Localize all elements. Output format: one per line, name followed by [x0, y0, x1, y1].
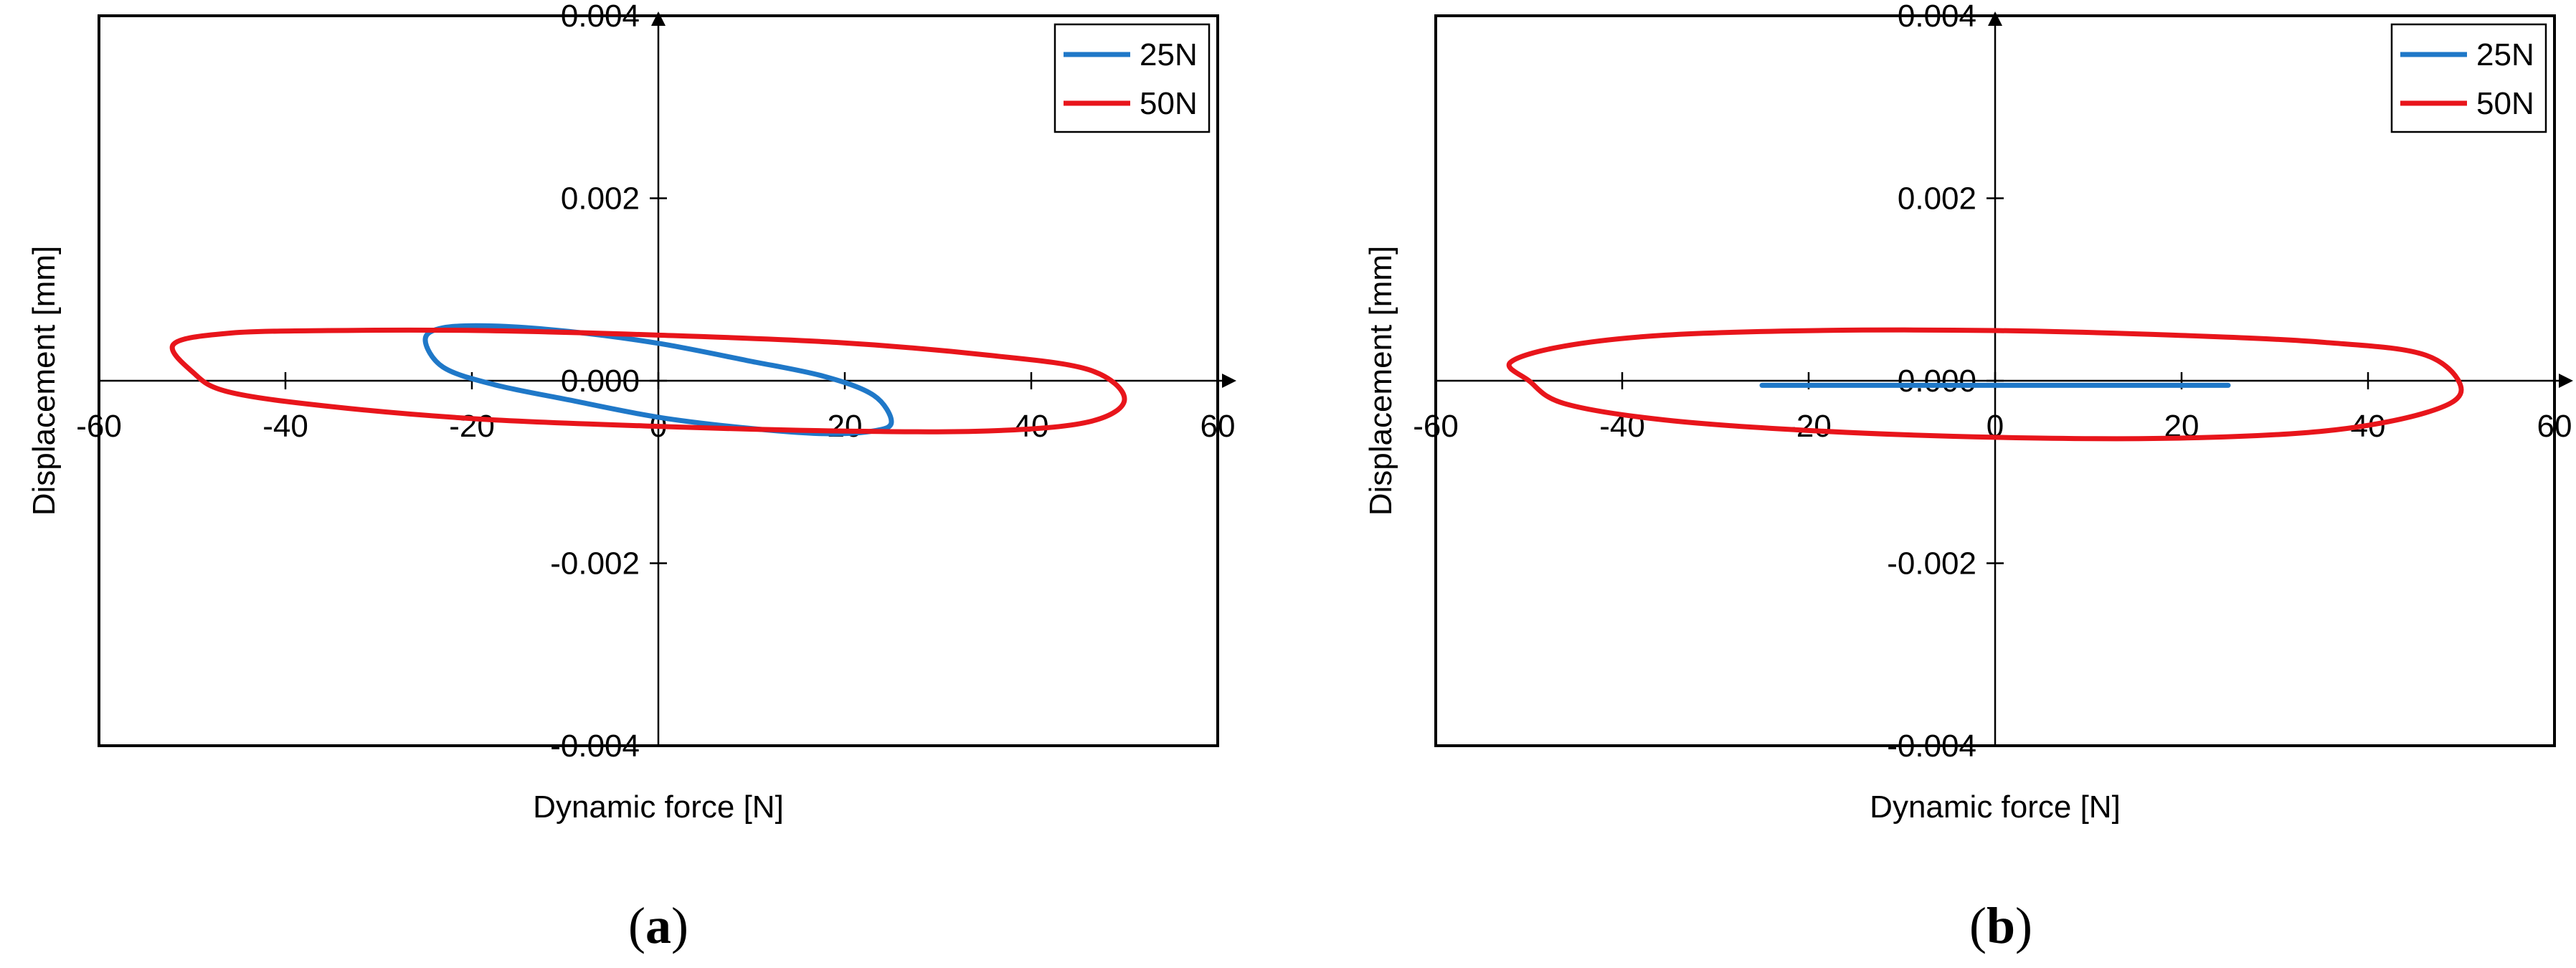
panel-b-y-axis-arrow — [1988, 11, 2002, 26]
panel-b-y-tick-label: -0.002 — [1887, 546, 1976, 582]
panel-b-legend — [2390, 23, 2547, 133]
panel-a-y-tick-label: 0.000 — [561, 364, 640, 399]
panel-a-y-tick-label: -0.002 — [550, 546, 640, 582]
panel-a-y-axis-arrow — [651, 11, 666, 26]
panel-b-y-tick-label: 0.004 — [1898, 0, 1976, 34]
panel-b-x-tick-label: 60 — [2537, 409, 2572, 444]
panel-b-y-axis-label: Displacement [mm] — [1363, 246, 1398, 516]
panel-b-y-tick-label: 0.002 — [1898, 181, 1976, 217]
panel-a-y-tick-label: -0.004 — [550, 729, 640, 764]
panel-a-legend-label-25N: 25N — [1140, 37, 1198, 72]
panel-a-x-tick-label: 60 — [1201, 409, 1236, 444]
panel-b-y-tick-label: 0.000 — [1898, 364, 1976, 399]
panel-a-y-tick-label: 0.002 — [561, 181, 640, 217]
panel-b-x-tick-label: -20 — [1786, 409, 1832, 444]
panel-a-x-axis-arrow — [1222, 374, 1236, 388]
panel-b-legend-label-25N: 25N — [2476, 37, 2534, 72]
panel-a-y-axis-label: Displacement [mm] — [27, 246, 62, 516]
panel-a-legend-label-50N: 50N — [1140, 86, 1198, 121]
panel-a-series-50N — [169, 327, 1127, 435]
panel-a-legend — [1053, 23, 1211, 133]
panel-a-y-tick-label: 0.004 — [561, 0, 640, 34]
panel-a-caption: (a) — [628, 897, 688, 954]
panel-a-x-tick-label: 20 — [828, 409, 863, 444]
panel-a-x-tick-label: -40 — [262, 409, 308, 444]
panel-b-legend-label-50N: 50N — [2476, 86, 2534, 121]
panel-b-x-axis-label: Dynamic force [N] — [1870, 789, 2121, 825]
panel-b-x-tick-label: -60 — [1413, 409, 1459, 444]
panel-a-x-axis-label: Dynamic force [N] — [533, 789, 784, 825]
panel-b-series-50N — [1506, 327, 2464, 442]
panel-b-x-axis-arrow — [2559, 374, 2573, 388]
panel-b-caption: (b) — [1969, 897, 2032, 954]
panel-a-x-tick-label: -20 — [449, 409, 495, 444]
panel-a-x-tick-label: -60 — [76, 409, 122, 444]
panel-b-y-tick-label: -0.004 — [1887, 729, 1976, 764]
